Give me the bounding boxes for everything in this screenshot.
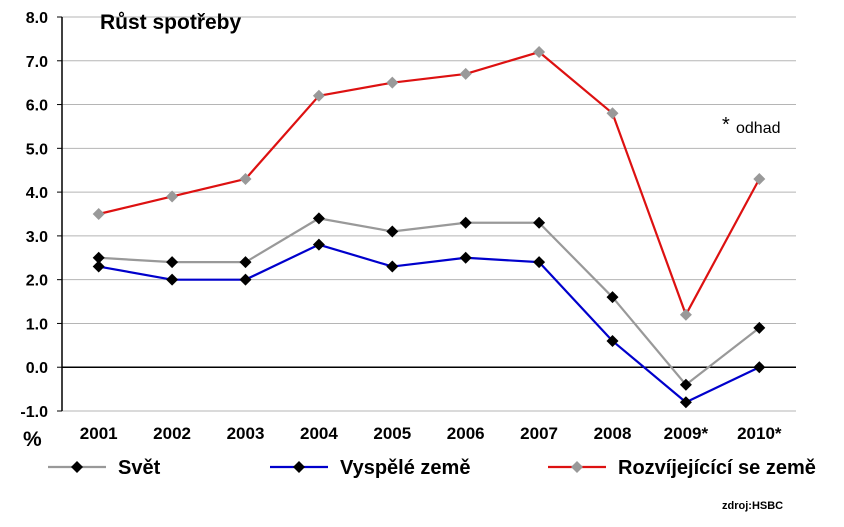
series-markers — [92, 46, 766, 409]
x-tick-label: 2004 — [300, 424, 338, 443]
data-point — [679, 396, 692, 409]
y-tick-labels: 8.0 7.0 6.0 5.0 4.0 3.0 2.0 1.0 0.0 -1.0 — [20, 10, 48, 421]
legend-marker — [293, 461, 305, 473]
source-label: zdroj:HSBC — [722, 500, 783, 512]
data-point — [679, 378, 692, 391]
x-tick-label: 2001 — [80, 424, 118, 443]
x-tick-labels: 2001 2002 2003 2004 2005 2006 2007 2008 2009* 201… — [80, 424, 782, 443]
data-point — [753, 172, 766, 185]
data-point — [459, 67, 472, 80]
series-line-1 — [98, 243, 760, 404]
x-tick-label: 2010* — [737, 424, 782, 443]
y-tick-label: 4.0 — [26, 185, 48, 202]
data-point — [606, 291, 619, 304]
x-tick-label: 2006 — [447, 424, 485, 443]
data-point — [533, 256, 546, 269]
y-tick-label: 5.0 — [26, 141, 48, 158]
x-tick-label: 2007 — [520, 424, 558, 443]
x-tick-label: 2002 — [153, 424, 191, 443]
data-point — [606, 107, 619, 120]
data-point — [386, 76, 399, 89]
y-tick-label: 8.0 — [26, 10, 48, 27]
data-point — [312, 238, 325, 251]
data-point — [459, 216, 472, 229]
series-lines — [98, 50, 761, 404]
y-tick-label: 7.0 — [26, 54, 48, 71]
data-point — [312, 89, 325, 102]
data-point — [166, 273, 179, 286]
grid-lines — [62, 16, 796, 412]
data-point — [92, 251, 105, 264]
annotation-odhad: odhad — [736, 120, 781, 137]
series-line-0 — [98, 217, 760, 386]
x-tick-label: 2003 — [227, 424, 265, 443]
data-point — [459, 251, 472, 264]
data-point — [239, 172, 252, 185]
data-point — [533, 46, 546, 59]
x-tick-label: 2005 — [373, 424, 411, 443]
data-point — [239, 256, 252, 269]
data-point — [92, 260, 105, 273]
legend-label: Svět — [118, 457, 161, 479]
y-tick-label: 1.0 — [26, 316, 48, 333]
data-point — [386, 260, 399, 273]
data-point — [166, 256, 179, 269]
data-point — [679, 308, 692, 321]
legend-marker — [571, 461, 583, 473]
legend-marker — [71, 461, 83, 473]
y-tick-label: 6.0 — [26, 98, 48, 115]
legend-label: Vyspělé země — [340, 457, 470, 479]
legend-label: Rozvíjejícící se země — [618, 457, 816, 479]
axes — [57, 16, 796, 412]
y-tick-label: 0.0 — [26, 360, 48, 377]
data-point — [312, 212, 325, 225]
data-point — [92, 208, 105, 220]
y-tick-label: 2.0 — [26, 273, 48, 290]
x-tick-label: 2008 — [594, 424, 632, 443]
data-point — [753, 321, 766, 334]
x-tick-label: 2009* — [664, 424, 709, 443]
series-line-2 — [98, 50, 761, 316]
annotation-star: * — [722, 114, 730, 136]
data-point — [386, 225, 399, 238]
legend: Svět Vyspělé země Rozvíjejícící se země — [48, 457, 816, 479]
data-point — [753, 361, 766, 374]
data-point — [166, 190, 179, 203]
data-point — [606, 334, 619, 347]
y-tick-label: -1.0 — [20, 404, 48, 421]
y-tick-label: 3.0 — [26, 229, 48, 246]
y-axis-label: % — [23, 428, 42, 451]
data-point — [533, 216, 546, 229]
data-point — [239, 273, 252, 286]
chart-title: Růst spotřeby — [100, 11, 242, 34]
